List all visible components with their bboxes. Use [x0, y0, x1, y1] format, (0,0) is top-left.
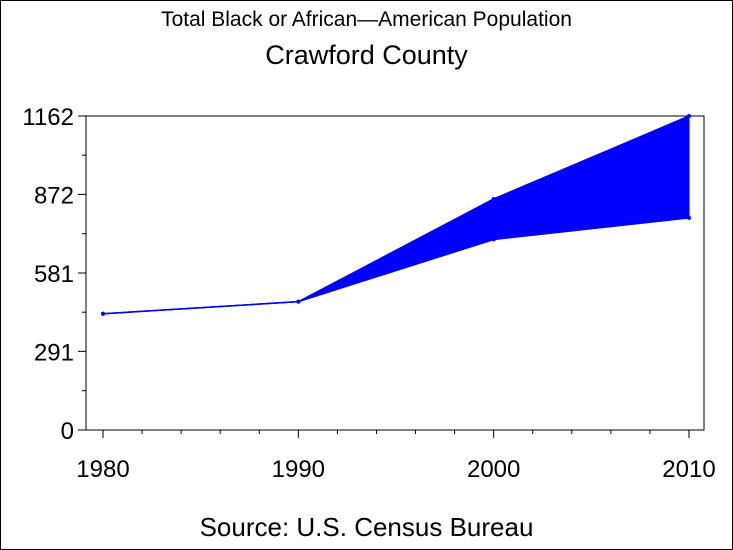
data-point-2-1980	[101, 311, 105, 316]
x-tick-label: 1990	[272, 456, 325, 483]
x-tick-label: 2010	[662, 456, 715, 483]
y-tick-label: 0	[61, 418, 74, 445]
data-point-1-2000	[491, 196, 496, 201]
y-tick-label: 872	[34, 182, 74, 209]
data-point-1-2010	[687, 114, 691, 118]
chart-source: Source: U.S. Census Bureau	[199, 512, 534, 542]
series-line-2	[102, 217, 690, 315]
x-tick-label: 2000	[467, 456, 520, 483]
data-point-2-2010	[687, 215, 691, 220]
chart-subtitle: Crawford County	[265, 40, 468, 70]
data-point-2-1990	[296, 299, 301, 304]
y-tick-label: 291	[34, 339, 74, 366]
data-point-2-2000	[491, 237, 496, 242]
area-band	[102, 115, 690, 315]
chart-title: Total Black or African—American Populati…	[161, 8, 572, 31]
y-tick-label: 581	[34, 261, 74, 288]
x-tick-label: 1980	[76, 456, 129, 483]
y-tick-label: 1162	[22, 104, 74, 131]
